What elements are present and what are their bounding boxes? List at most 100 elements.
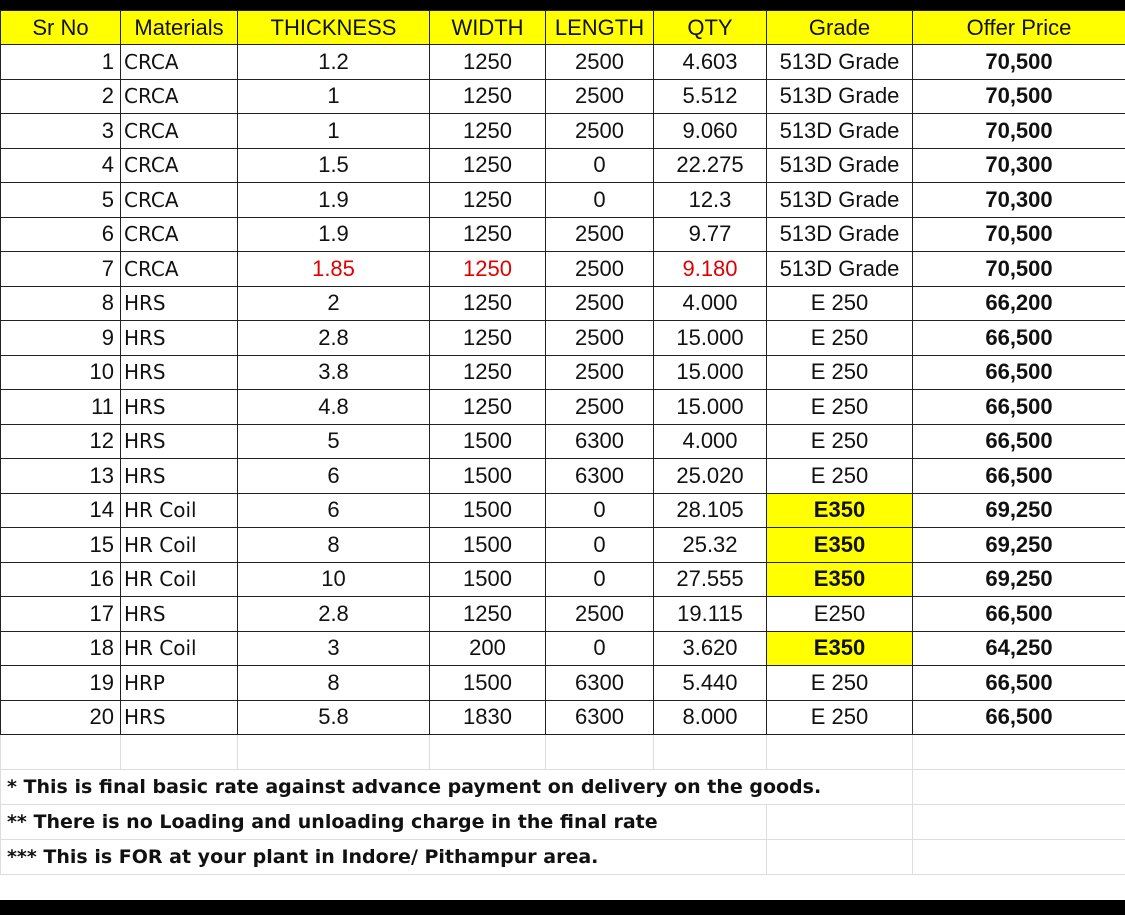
cell-sr-no[interactable]: 10	[0, 354, 121, 390]
cell-length[interactable]: 0	[545, 182, 654, 218]
blank-cell[interactable]	[912, 839, 1125, 875]
cell-grade[interactable]: E 250	[766, 354, 913, 390]
cell-thickness[interactable]: 8	[237, 527, 430, 563]
cell-sr-no[interactable]: 5	[0, 182, 121, 218]
cell-material[interactable]: CRCA	[120, 216, 238, 252]
cell-width[interactable]: 1250	[429, 78, 546, 114]
cell-qty[interactable]: 15.000	[653, 389, 767, 425]
cell-grade[interactable]: 513D Grade	[766, 147, 913, 183]
cell-material[interactable]: CRCA	[120, 44, 238, 80]
cell-grade[interactable]: E 250	[766, 665, 913, 701]
cell-width[interactable]: 1250	[429, 44, 546, 80]
cell-grade[interactable]: 513D Grade	[766, 216, 913, 252]
cell-length[interactable]: 6300	[545, 665, 654, 701]
cell-length[interactable]: 0	[545, 527, 654, 563]
blank-cell[interactable]	[545, 734, 654, 770]
cell-width[interactable]: 1500	[429, 665, 546, 701]
cell-grade[interactable]: 513D Grade	[766, 113, 913, 149]
cell-material[interactable]: CRCA	[120, 147, 238, 183]
header-thickness[interactable]: THICKNESS	[237, 10, 430, 45]
cell-length[interactable]: 2500	[545, 354, 654, 390]
cell-offer-price[interactable]: 66,200	[912, 285, 1125, 321]
cell-qty[interactable]: 27.555	[653, 561, 767, 597]
cell-material[interactable]: HRP	[120, 665, 238, 701]
note-for-plant[interactable]: *** This is FOR at your plant in Indore/…	[0, 839, 767, 875]
cell-length[interactable]: 6300	[545, 699, 654, 735]
cell-grade[interactable]: 513D Grade	[766, 44, 913, 80]
blank-cell[interactable]	[766, 839, 913, 875]
cell-length[interactable]: 2500	[545, 596, 654, 632]
cell-thickness[interactable]: 1	[237, 113, 430, 149]
cell-material[interactable]: HRS	[120, 320, 238, 356]
cell-width[interactable]: 1250	[429, 182, 546, 218]
cell-offer-price[interactable]: 70,500	[912, 113, 1125, 149]
cell-thickness[interactable]: 2	[237, 285, 430, 321]
cell-offer-price[interactable]: 70,500	[912, 251, 1125, 287]
cell-grade[interactable]: E350	[766, 527, 913, 563]
cell-length[interactable]: 2500	[545, 78, 654, 114]
cell-material[interactable]: HRS	[120, 423, 238, 459]
cell-grade[interactable]: E250	[766, 596, 913, 632]
cell-offer-price[interactable]: 66,500	[912, 596, 1125, 632]
cell-grade[interactable]: E 250	[766, 699, 913, 735]
cell-sr-no[interactable]: 3	[0, 113, 121, 149]
cell-width[interactable]: 1250	[429, 147, 546, 183]
cell-sr-no[interactable]: 8	[0, 285, 121, 321]
header-offer-price[interactable]: Offer Price	[912, 10, 1125, 45]
cell-offer-price[interactable]: 66,500	[912, 423, 1125, 459]
cell-length[interactable]: 2500	[545, 389, 654, 425]
note-loading-charge[interactable]: ** There is no Loading and unloading cha…	[0, 804, 767, 840]
header-sr-no[interactable]: Sr No	[0, 10, 121, 45]
cell-thickness[interactable]: 1.85	[237, 251, 430, 287]
blank-cell[interactable]	[912, 769, 1125, 805]
cell-material[interactable]: CRCA	[120, 113, 238, 149]
note-advance-payment[interactable]: * This is final basic rate against advan…	[0, 769, 913, 805]
cell-material[interactable]: HRS	[120, 596, 238, 632]
blank-cell[interactable]	[429, 734, 546, 770]
blank-cell[interactable]	[912, 734, 1125, 770]
cell-length[interactable]: 2500	[545, 285, 654, 321]
cell-offer-price[interactable]: 69,250	[912, 527, 1125, 563]
cell-sr-no[interactable]: 1	[0, 44, 121, 80]
cell-qty[interactable]: 5.440	[653, 665, 767, 701]
cell-length[interactable]: 6300	[545, 458, 654, 494]
cell-offer-price[interactable]: 66,500	[912, 354, 1125, 390]
cell-width[interactable]: 1250	[429, 285, 546, 321]
cell-length[interactable]: 0	[545, 561, 654, 597]
cell-material[interactable]: HRS	[120, 389, 238, 425]
cell-offer-price[interactable]: 69,250	[912, 561, 1125, 597]
cell-sr-no[interactable]: 17	[0, 596, 121, 632]
cell-qty[interactable]: 25.020	[653, 458, 767, 494]
cell-offer-price[interactable]: 66,500	[912, 389, 1125, 425]
cell-offer-price[interactable]: 70,500	[912, 44, 1125, 80]
header-qty[interactable]: QTY	[653, 10, 767, 45]
cell-thickness[interactable]: 1.9	[237, 182, 430, 218]
cell-material[interactable]: HRS	[120, 285, 238, 321]
cell-thickness[interactable]: 2.8	[237, 320, 430, 356]
cell-thickness[interactable]: 1	[237, 78, 430, 114]
header-grade[interactable]: Grade	[766, 10, 913, 45]
cell-grade[interactable]: E 250	[766, 389, 913, 425]
cell-grade[interactable]: 513D Grade	[766, 251, 913, 287]
cell-sr-no[interactable]: 16	[0, 561, 121, 597]
cell-thickness[interactable]: 6	[237, 458, 430, 494]
cell-sr-no[interactable]: 7	[0, 251, 121, 287]
cell-grade[interactable]: E350	[766, 630, 913, 666]
cell-material[interactable]: CRCA	[120, 182, 238, 218]
cell-length[interactable]: 2500	[545, 251, 654, 287]
cell-offer-price[interactable]: 70,300	[912, 147, 1125, 183]
cell-qty[interactable]: 22.275	[653, 147, 767, 183]
cell-thickness[interactable]: 5.8	[237, 699, 430, 735]
cell-offer-price[interactable]: 69,250	[912, 492, 1125, 528]
cell-qty[interactable]: 4.000	[653, 423, 767, 459]
blank-cell[interactable]	[653, 734, 767, 770]
cell-width[interactable]: 1250	[429, 389, 546, 425]
blank-cell[interactable]	[766, 734, 913, 770]
cell-thickness[interactable]: 1.2	[237, 44, 430, 80]
cell-length[interactable]: 0	[545, 147, 654, 183]
cell-qty[interactable]: 9.060	[653, 113, 767, 149]
cell-thickness[interactable]: 3	[237, 630, 430, 666]
cell-thickness[interactable]: 1.5	[237, 147, 430, 183]
blank-cell[interactable]	[766, 804, 913, 840]
cell-length[interactable]: 2500	[545, 216, 654, 252]
